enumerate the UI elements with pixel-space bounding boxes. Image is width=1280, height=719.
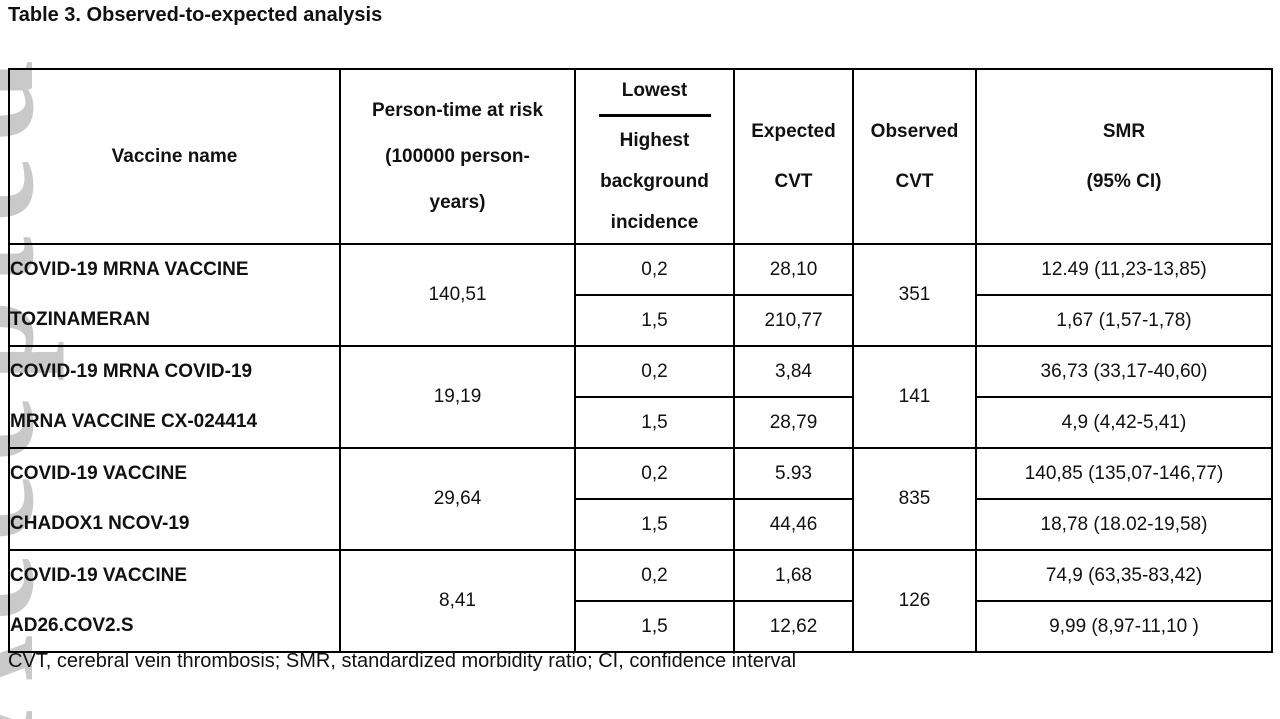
vaccine-name-cell: COVID-19 VACCINE AD26.COV2.S <box>8 549 341 653</box>
smr-high-cell: 1,67 (1,57-1,78) <box>975 294 1273 347</box>
header-line: Observed <box>870 120 959 142</box>
observed-cell: 835 <box>852 447 977 551</box>
vaccine-name-line: CHADOX1 NCOV-19 <box>10 513 190 534</box>
header-line: Highest <box>619 130 690 151</box>
vaccine-name-line: COVID-19 VACCINE <box>10 463 188 484</box>
observed-cell: 126 <box>852 549 977 653</box>
vaccine-name-line: COVID-19 MRNA COVID-19 <box>10 361 253 382</box>
expected-low-cell: 1,68 <box>733 549 854 602</box>
table-row: 1,5 210,77 1,67 (1,57-1,78) <box>9 294 1273 347</box>
smr-low-cell: 74,9 (63,35-83,42) <box>975 549 1273 602</box>
incidence-low-cell: 0,2 <box>574 549 735 602</box>
vaccine-name-cell: COVID-19 VACCINE CHADOX1 NCOV-19 <box>8 447 341 551</box>
header-line: SMR <box>1102 120 1146 142</box>
vaccine-name-line: MRNA VACCINE CX-024414 <box>10 411 258 432</box>
header-row: Vaccine name Person-time at risk (100000… <box>8 68 1273 245</box>
expected-high-cell: 28,79 <box>733 396 854 449</box>
table-row: 1,5 28,79 4,9 (4,42-5,41) <box>9 396 1273 449</box>
vaccine-name-line: COVID-19 MRNA VACCINE <box>10 259 249 280</box>
incidence-low-cell: 0,2 <box>574 447 735 500</box>
header-label: Vaccine name <box>111 145 238 167</box>
col-header-person-time: Person-time at risk (100000 person- year… <box>339 68 576 245</box>
header-line: incidence <box>610 212 699 233</box>
smr-low-cell: 12.49 (11,23-13,85) <box>975 243 1273 296</box>
col-header-background-incidence: Lowest Highest background incidence <box>574 68 735 245</box>
col-header-smr: SMR (95% CI) <box>975 68 1273 245</box>
smr-low-cell: 36,73 (33,17-40,60) <box>975 345 1273 398</box>
incidence-high-cell: 1,5 <box>574 600 735 653</box>
person-time-cell: 8,41 <box>339 549 576 653</box>
abbreviations-footnote: CVT, cerebral vein thrombosis; SMR, stan… <box>8 650 797 672</box>
col-header-vaccine-name: Vaccine name <box>8 68 341 245</box>
incidence-low-cell: 0,2 <box>574 243 735 296</box>
incidence-low-cell: 0,2 <box>574 345 735 398</box>
expected-high-cell: 210,77 <box>733 294 854 347</box>
person-time-cell: 140,51 <box>339 243 576 347</box>
table-row: 1,5 44,46 18,78 (18.02-19,58) <box>9 498 1273 551</box>
incidence-high-cell: 1,5 <box>574 498 735 551</box>
smr-low-cell: 140,85 (135,07-146,77) <box>975 447 1273 500</box>
table-title: Table 3. Observed-to-expected analysis <box>8 4 383 26</box>
smr-high-cell: 9,99 (8,97-11,10 ) <box>975 600 1273 653</box>
header-line: years) <box>429 191 486 213</box>
header-line: (95% CI) <box>1086 170 1162 192</box>
header-line: Expected <box>751 120 836 142</box>
table-row: COVID-19 VACCINE CHADOX1 NCOV-19 29,64 0… <box>8 447 1273 551</box>
incidence-high-cell: 1,5 <box>574 396 735 449</box>
vaccine-name-line: AD26.COV2.S <box>10 615 134 636</box>
table-row: COVID-19 MRNA COVID-19 MRNA VACCINE CX-0… <box>8 345 1273 449</box>
observed-cell: 351 <box>852 243 977 347</box>
header-line: CVT <box>774 170 813 192</box>
vaccine-name-line: TOZINAMERAN <box>10 309 151 330</box>
fraction-divider-line <box>598 114 711 117</box>
col-header-expected-cvt: Expected CVT <box>733 68 854 245</box>
smr-high-cell: 18,78 (18.02-19,58) <box>975 498 1273 551</box>
person-time-cell: 19,19 <box>339 345 576 449</box>
expected-low-cell: 28,10 <box>733 243 854 296</box>
col-header-observed-cvt: Observed CVT <box>852 68 977 245</box>
table-row: 1,5 12,62 9,99 (8,97-11,10 ) <box>9 600 1273 653</box>
expected-low-cell: 5.93 <box>733 447 854 500</box>
header-line: Person-time at risk <box>371 99 544 121</box>
incidence-high-cell: 1,5 <box>574 294 735 347</box>
vaccine-name-cell: COVID-19 MRNA COVID-19 MRNA VACCINE CX-0… <box>8 345 341 449</box>
person-time-cell: 29,64 <box>339 447 576 551</box>
expected-high-cell: 12,62 <box>733 600 854 653</box>
header-line: background <box>600 171 709 192</box>
header-line: CVT <box>895 170 934 192</box>
smr-high-cell: 4,9 (4,42-5,41) <box>975 396 1273 449</box>
observed-to-expected-table: Vaccine name Person-time at risk (100000… <box>8 68 1273 653</box>
table-row: COVID-19 VACCINE AD26.COV2.S 8,41 0,2 1,… <box>8 549 1273 653</box>
expected-high-cell: 44,46 <box>733 498 854 551</box>
vaccine-name-cell: COVID-19 MRNA VACCINE TOZINAMERAN <box>8 243 341 347</box>
table-row: COVID-19 MRNA VACCINE TOZINAMERAN 140,51… <box>8 243 1273 347</box>
header-line-lowest: Lowest <box>621 80 688 101</box>
expected-low-cell: 3,84 <box>733 345 854 398</box>
observed-cell: 141 <box>852 345 977 449</box>
vaccine-name-line: COVID-19 VACCINE <box>10 565 188 586</box>
header-line: (100000 person- <box>385 145 530 167</box>
